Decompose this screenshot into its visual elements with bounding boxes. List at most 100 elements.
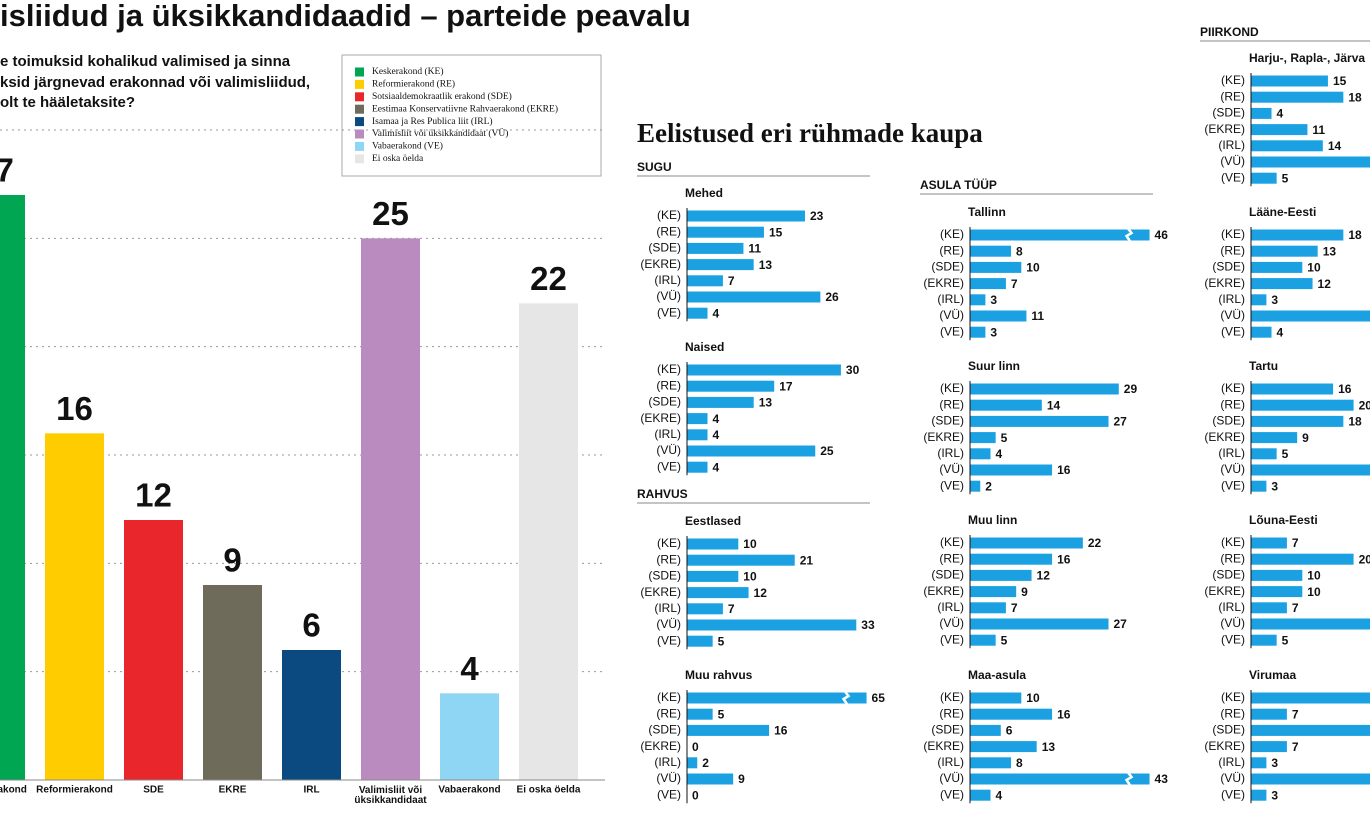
category-label: (VÜ) <box>1220 771 1245 785</box>
bar <box>687 587 749 599</box>
value-label: 25 <box>820 444 834 458</box>
value-label: 22 <box>1088 536 1102 550</box>
value-label: 27 <box>0 152 14 189</box>
bar <box>970 294 986 306</box>
legend-swatch <box>355 67 364 77</box>
bar <box>1251 383 1334 395</box>
bar <box>519 303 578 780</box>
bar <box>1251 480 1267 492</box>
value-label: 7 <box>1011 601 1018 615</box>
bar <box>970 245 1012 257</box>
bar <box>1251 618 1370 630</box>
value-label: 15 <box>769 225 783 239</box>
section-title: PIIRKOND <box>1200 25 1259 39</box>
category-label: (KE) <box>657 690 681 704</box>
question-line: e toimuksid kohalikud valimised ja sinna <box>0 53 291 70</box>
bar <box>970 692 1022 704</box>
value-label: 5 <box>718 634 725 648</box>
value-label: 13 <box>1323 244 1337 258</box>
category-label: (RE) <box>939 397 964 411</box>
category-label: (EKRE) <box>1204 276 1245 290</box>
legend-label: Sotsiaaldemokraatlik erakond (SDE) <box>372 91 512 102</box>
main-title: isliidud ja üksikkandidaadid – parteide … <box>0 0 691 33</box>
category-label: (IRL) <box>937 600 964 614</box>
bar <box>1251 464 1370 476</box>
bar <box>1251 278 1313 290</box>
x-tick-label: EKRE <box>219 785 247 796</box>
category-label: (EKRE) <box>923 739 964 753</box>
group-title: Maa-asula <box>968 668 1026 682</box>
category-label: (RE) <box>1220 243 1245 257</box>
value-label: 5 <box>718 707 725 721</box>
bar <box>1251 448 1277 460</box>
category-label: (VÜ) <box>1220 308 1245 322</box>
bar <box>687 429 708 441</box>
group-title: Mehed <box>685 186 723 200</box>
axis-break <box>1124 227 1134 243</box>
category-label: (VÜ) <box>1220 616 1245 630</box>
value-label: 25 <box>372 195 409 232</box>
bar <box>687 773 734 785</box>
axis-break <box>1124 771 1134 787</box>
bar <box>1251 586 1303 598</box>
category-label: (VE) <box>657 787 681 801</box>
value-label: 3 <box>1271 788 1278 802</box>
bar <box>687 445 816 457</box>
value-label: 11 <box>1031 309 1044 323</box>
bar <box>970 789 991 801</box>
bar <box>687 307 708 319</box>
category-label: (SDE) <box>648 569 681 583</box>
category-label: (RE) <box>1220 706 1245 720</box>
group-title: Naised <box>685 340 724 354</box>
bar <box>687 619 857 631</box>
bar <box>1251 399 1354 411</box>
value-label: 17 <box>779 379 793 393</box>
value-label: 7 <box>1292 536 1299 550</box>
category-label: (EKRE) <box>923 276 964 290</box>
value-label: 4 <box>996 447 1003 461</box>
bar <box>687 396 754 408</box>
bar <box>45 433 104 780</box>
bar <box>970 399 1042 411</box>
bar <box>1251 310 1370 322</box>
value-label: 6 <box>302 607 320 644</box>
category-label: (SDE) <box>931 568 964 582</box>
category-label: (VE) <box>657 305 681 319</box>
group-title: Muu rahvus <box>685 668 753 682</box>
value-label: 16 <box>56 390 93 427</box>
value-label: 6 <box>1006 724 1013 738</box>
legend-label: Isamaa ja Res Publica liit (IRL) <box>372 116 493 127</box>
bar <box>687 275 723 287</box>
category-label: (IRL) <box>1218 138 1245 152</box>
value-label: 10 <box>1026 261 1040 275</box>
value-label: 7 <box>1011 277 1018 291</box>
category-label: (KE) <box>657 536 681 550</box>
bar <box>970 553 1053 565</box>
bar <box>1251 326 1272 338</box>
bar <box>1251 229 1344 241</box>
bar <box>687 291 821 303</box>
category-label: (VÜ) <box>656 289 681 303</box>
category-label: (VE) <box>657 633 681 647</box>
bar <box>970 480 981 492</box>
value-label: 7 <box>1292 601 1299 615</box>
legend-swatch <box>355 129 364 139</box>
category-label: (IRL) <box>654 427 681 441</box>
category-label: (VÜ) <box>656 443 681 457</box>
category-label: (SDE) <box>648 241 681 255</box>
category-label: (RE) <box>939 706 964 720</box>
bar <box>124 520 183 780</box>
value-label: 33 <box>861 618 875 632</box>
value-label: 4 <box>996 788 1003 802</box>
value-label: 26 <box>825 290 839 304</box>
category-label: (KE) <box>940 690 964 704</box>
value-label: 5 <box>1001 633 1008 647</box>
value-label: 4 <box>1277 325 1284 339</box>
category-label: (SDE) <box>931 260 964 274</box>
category-label: (VÜ) <box>1220 462 1245 476</box>
value-label: 4 <box>713 428 720 442</box>
value-label: 27 <box>1114 617 1128 631</box>
value-label: 5 <box>1001 431 1008 445</box>
legend-swatch <box>355 117 364 127</box>
value-label: 3 <box>1271 479 1278 493</box>
